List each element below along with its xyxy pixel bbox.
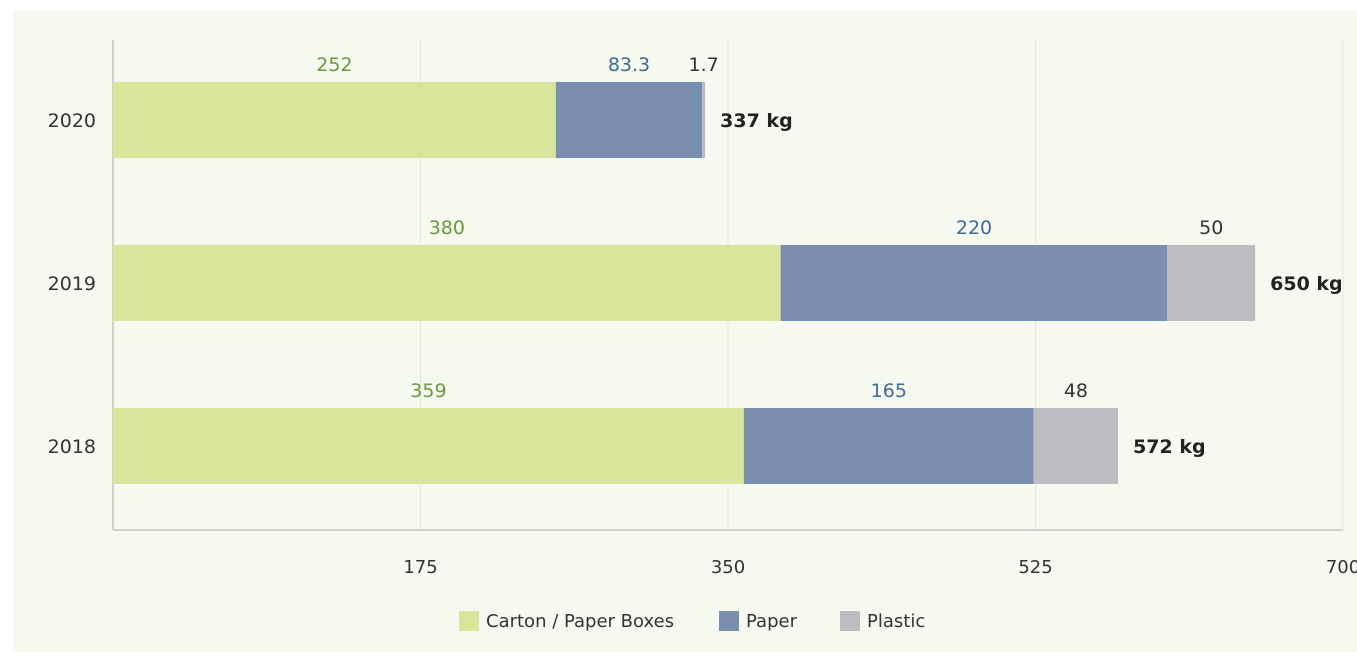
y-category-label-2019: 2019 bbox=[48, 273, 96, 295]
bar-2018-paper bbox=[743, 408, 1034, 484]
bar-2019-carton-paper-boxes bbox=[113, 245, 781, 321]
legend-swatch-plastic bbox=[840, 611, 860, 631]
value-label-2020-plastic: 1.7 bbox=[689, 54, 719, 76]
bar-2020-paper bbox=[555, 82, 703, 158]
bars bbox=[113, 82, 1256, 484]
value-label-2019-carton-paper-boxes: 380 bbox=[429, 217, 465, 239]
x-tick-label-700: 700 bbox=[1326, 557, 1357, 578]
axes: 175 350 525 700 2020 2019 2018 bbox=[48, 40, 1357, 578]
value-label-2019-paper: 220 bbox=[956, 217, 992, 239]
bar-2020-carton-paper-boxes bbox=[113, 82, 556, 158]
legend: Carton / Paper Boxes Paper Plastic bbox=[459, 611, 925, 632]
x-tick-label-525: 525 bbox=[1018, 557, 1052, 578]
value-label-2020-carton-paper-boxes: 252 bbox=[316, 54, 352, 76]
bar-2019-paper bbox=[780, 245, 1168, 321]
bar-2018-plastic bbox=[1033, 408, 1119, 484]
x-tick-label-175: 175 bbox=[403, 557, 437, 578]
value-label-2018-paper: 165 bbox=[871, 380, 907, 402]
bar-2019-plastic bbox=[1167, 245, 1256, 321]
value-label-2019-plastic: 50 bbox=[1199, 217, 1223, 239]
total-label-2018: 572 kg bbox=[1133, 436, 1206, 458]
labels: 252 83.3 1.7 337 kg 380 220 50 650 kg 359 165 48 57… bbox=[316, 54, 1342, 458]
legend-swatch-paper bbox=[719, 611, 739, 631]
value-label-2018-plastic: 48 bbox=[1064, 380, 1088, 402]
total-label-2020: 337 kg bbox=[720, 110, 793, 132]
y-category-label-2020: 2020 bbox=[48, 110, 96, 132]
y-category-label-2018: 2018 bbox=[48, 436, 96, 458]
x-tick-label-350: 350 bbox=[711, 557, 745, 578]
total-label-2019: 650 kg bbox=[1270, 273, 1343, 295]
legend-swatch-carton-paper-boxes bbox=[459, 611, 479, 631]
value-label-2018-carton-paper-boxes: 359 bbox=[410, 380, 446, 402]
legend-label-paper: Paper bbox=[746, 611, 798, 632]
legend-label-plastic: Plastic bbox=[867, 611, 925, 632]
legend-label-carton-paper-boxes: Carton / Paper Boxes bbox=[486, 611, 674, 632]
bar-2020-plastic bbox=[702, 82, 706, 158]
bar-2018-carton-paper-boxes bbox=[113, 408, 744, 484]
value-label-2020-paper: 83.3 bbox=[608, 54, 650, 76]
